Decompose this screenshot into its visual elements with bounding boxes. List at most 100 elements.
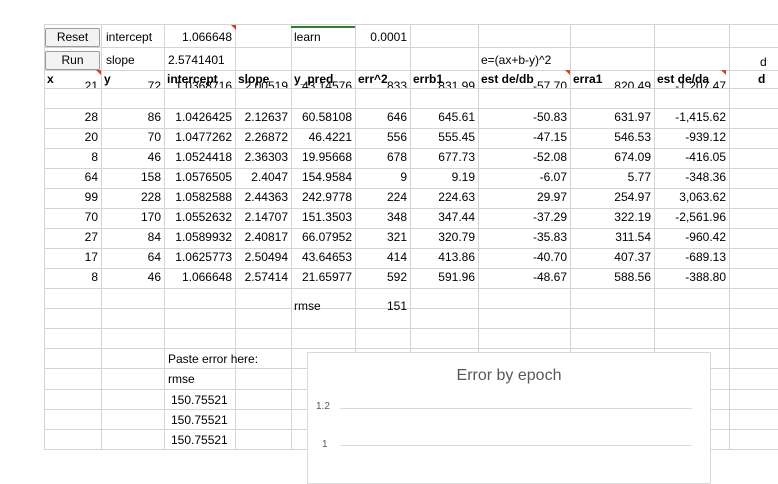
table-cell[interactable]: 2.57414 bbox=[244, 270, 288, 284]
table-cell[interactable]: -47.15 bbox=[532, 130, 567, 144]
slope-value-cell[interactable]: 2.5741401 bbox=[168, 53, 225, 67]
column-header[interactable]: y bbox=[104, 72, 111, 86]
rmse-value-cell[interactable]: 151 bbox=[386, 299, 407, 313]
table-cell[interactable]: 588.56 bbox=[614, 270, 651, 284]
column-header[interactable]: x bbox=[47, 72, 54, 86]
table-cell[interactable]: 46 bbox=[147, 270, 161, 284]
table-cell[interactable]: 43.14576 bbox=[301, 80, 352, 88]
table-cell[interactable]: 591.96 bbox=[438, 270, 475, 284]
table-cell[interactable]: 27 bbox=[84, 230, 98, 244]
table-cell[interactable]: 833 bbox=[386, 80, 407, 88]
column-header[interactable]: slope bbox=[238, 72, 270, 86]
column-header[interactable]: est de/da bbox=[657, 72, 710, 86]
table-cell[interactable]: 414 bbox=[386, 250, 407, 264]
table-cell[interactable]: 3,063.62 bbox=[679, 190, 726, 204]
table-cell[interactable]: 1.0589932 bbox=[175, 230, 232, 244]
table-cell[interactable]: 64 bbox=[84, 170, 98, 184]
table-cell[interactable]: 820.49 bbox=[614, 80, 651, 88]
table-cell[interactable]: 1.0368716 bbox=[175, 80, 232, 88]
table-cell[interactable]: 677.73 bbox=[438, 150, 475, 164]
paste-rmse-value[interactable]: 150.75521 bbox=[171, 433, 228, 447]
table-cell[interactable]: 1.0426425 bbox=[175, 110, 232, 124]
table-cell[interactable]: 86 bbox=[147, 110, 161, 124]
table-cell[interactable]: 1.0625773 bbox=[175, 250, 232, 264]
table-cell[interactable]: 170 bbox=[140, 210, 161, 224]
table-cell[interactable]: -35.83 bbox=[532, 230, 567, 244]
table-cell[interactable]: 9.19 bbox=[451, 170, 475, 184]
table-cell[interactable]: 64 bbox=[147, 250, 161, 264]
column-header[interactable]: err^2 bbox=[358, 72, 388, 86]
table-cell[interactable]: 8 bbox=[91, 270, 98, 284]
table-cell[interactable]: 151.3503 bbox=[301, 210, 352, 224]
table-cell[interactable]: 347.44 bbox=[438, 210, 475, 224]
table-cell[interactable]: -2,561.96 bbox=[675, 210, 726, 224]
table-cell[interactable]: 21.65977 bbox=[301, 270, 352, 284]
table-cell[interactable]: 311.54 bbox=[615, 230, 651, 244]
table-cell[interactable]: 17 bbox=[84, 250, 98, 264]
table-cell[interactable]: 646 bbox=[386, 110, 407, 124]
table-cell[interactable]: -939.12 bbox=[685, 130, 726, 144]
table-cell[interactable]: -57.70 bbox=[532, 80, 567, 88]
table-cell[interactable]: -388.80 bbox=[685, 270, 726, 284]
column-header[interactable]: est de/db bbox=[481, 72, 534, 86]
table-cell[interactable]: 348 bbox=[386, 210, 407, 224]
table-cell[interactable]: 2.12637 bbox=[244, 110, 288, 124]
table-cell[interactable]: 224.63 bbox=[438, 190, 475, 204]
run-button[interactable]: Run bbox=[45, 51, 100, 70]
table-cell[interactable]: -50.83 bbox=[532, 110, 567, 124]
table-cell[interactable]: -52.08 bbox=[532, 150, 567, 164]
table-cell[interactable]: 70 bbox=[84, 210, 98, 224]
table-cell[interactable]: -960.42 bbox=[685, 230, 726, 244]
table-cell[interactable]: -416.05 bbox=[685, 150, 726, 164]
table-cell[interactable]: 154.9584 bbox=[301, 170, 352, 184]
reset-button[interactable]: Reset bbox=[45, 28, 100, 47]
table-cell[interactable]: 556 bbox=[386, 130, 407, 144]
table-cell[interactable]: 2.50494 bbox=[244, 250, 288, 264]
column-header[interactable]: d bbox=[758, 72, 766, 86]
column-header[interactable]: erra1 bbox=[573, 72, 603, 86]
table-cell[interactable]: 46 bbox=[147, 150, 161, 164]
table-cell[interactable]: 2.4047 bbox=[251, 170, 288, 184]
table-cell[interactable]: 84 bbox=[147, 230, 161, 244]
table-cell[interactable]: 72 bbox=[147, 80, 161, 88]
table-cell[interactable]: 322.19 bbox=[614, 210, 651, 224]
table-cell[interactable]: 2.40817 bbox=[244, 230, 288, 244]
table-cell[interactable]: 158 bbox=[140, 170, 161, 184]
column-header[interactable]: y_pred bbox=[294, 72, 334, 86]
table-cell[interactable]: 29.97 bbox=[536, 190, 567, 204]
table-cell[interactable]: 20 bbox=[84, 130, 98, 144]
table-cell[interactable]: 60.58108 bbox=[301, 110, 352, 124]
table-cell[interactable]: -348.36 bbox=[685, 170, 726, 184]
table-cell[interactable]: 66.07952 bbox=[301, 230, 352, 244]
table-cell[interactable]: -689.13 bbox=[685, 250, 726, 264]
table-cell[interactable]: 43.64653 bbox=[301, 250, 352, 264]
table-cell[interactable]: 99 bbox=[84, 190, 98, 204]
paste-rmse-value[interactable]: 150.75521 bbox=[171, 393, 228, 407]
intercept-value-cell[interactable]: 1.066648 bbox=[181, 30, 232, 44]
column-header[interactable]: intercept bbox=[167, 72, 218, 86]
table-cell[interactable]: 1.0477262 bbox=[175, 130, 232, 144]
table-cell[interactable]: -48.67 bbox=[532, 270, 567, 284]
error-by-epoch-chart[interactable]: Error by epoch 1.2 1 bbox=[307, 352, 711, 484]
table-cell[interactable]: 2.14707 bbox=[244, 210, 288, 224]
table-cell[interactable]: 1.0552632 bbox=[175, 210, 232, 224]
formula-cell[interactable]: e=(ax+b-y)^2 bbox=[481, 53, 552, 67]
table-cell[interactable]: 1.0582588 bbox=[175, 190, 232, 204]
table-cell[interactable]: -40.70 bbox=[532, 250, 567, 264]
table-cell[interactable]: 674.09 bbox=[614, 150, 651, 164]
table-cell[interactable]: 2.26872 bbox=[244, 130, 288, 144]
table-cell[interactable]: 1.0576505 bbox=[175, 170, 232, 184]
table-cell[interactable]: 28 bbox=[84, 110, 98, 124]
table-cell[interactable]: 407.37 bbox=[614, 250, 651, 264]
column-header[interactable]: errb1 bbox=[413, 72, 444, 86]
table-cell[interactable]: 645.61 bbox=[438, 110, 475, 124]
table-cell[interactable]: -1,415.62 bbox=[675, 110, 726, 124]
table-cell[interactable]: 678 bbox=[386, 150, 407, 164]
table-cell[interactable]: 9 bbox=[400, 170, 407, 184]
table-cell[interactable]: 46.4221 bbox=[308, 130, 352, 144]
table-cell[interactable]: 1.066648 bbox=[181, 270, 232, 284]
table-cell[interactable]: 2.44363 bbox=[244, 190, 288, 204]
table-cell[interactable]: 592 bbox=[386, 270, 407, 284]
table-cell[interactable]: 555.45 bbox=[438, 130, 475, 144]
table-cell[interactable]: 21 bbox=[84, 80, 98, 88]
